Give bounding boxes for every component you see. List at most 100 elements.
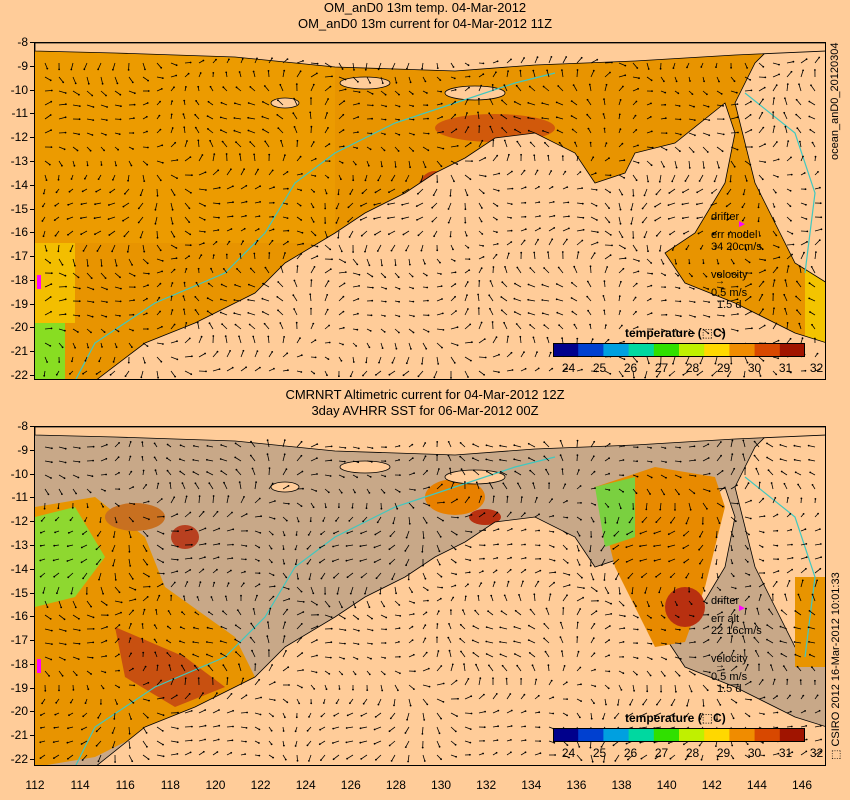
- bottom-lat-tick: -13: [2, 539, 34, 551]
- bottom-side-label: ⬚ CSIRO 2012 16-Mar-2012 10:01:33: [830, 572, 842, 760]
- bottom-title-line2: 3day AVHRR SST for 06-Mar-2012 00Z: [311, 403, 539, 418]
- top-map-canvas: [35, 43, 825, 379]
- lon-tick: 142: [701, 778, 722, 792]
- lon-tick: 140: [656, 778, 677, 792]
- lon-tick: 136: [566, 778, 587, 792]
- colorbar-swatch: [578, 728, 604, 742]
- bottom-colorbar-title: temperature (⬚C): [625, 711, 726, 725]
- bottom-err-values: 22 16cm/s: [711, 625, 762, 637]
- top-colorbar-ramp: [553, 343, 805, 357]
- colorbar-swatch: [779, 343, 805, 357]
- colorbar-tick: 26: [623, 746, 638, 760]
- top-map: drifter ► err model 34 20cm/s velocity →…: [34, 42, 826, 380]
- colorbar-tick: 27: [654, 746, 669, 760]
- bottom-lat-tick: -17: [2, 634, 34, 646]
- top-lat-tick: -21: [2, 345, 34, 357]
- top-lat-tick: -9: [2, 60, 34, 72]
- lon-tick: 138: [611, 778, 632, 792]
- bottom-lat-tick: -22: [2, 753, 34, 765]
- colorbar-tick: 26: [623, 361, 638, 375]
- colorbar-swatch: [553, 343, 579, 357]
- colorbar-swatch: [729, 343, 756, 357]
- bottom-drifter-icon: ►: [737, 603, 747, 614]
- bottom-legend: drifter ► err alt 22 16cm/s velocity → 0…: [711, 595, 762, 695]
- colorbar-tick: 32: [809, 746, 824, 760]
- colorbar-tick: 29: [716, 361, 731, 375]
- lon-tick: 146: [791, 778, 813, 792]
- top-lat-tick: -20: [2, 321, 34, 333]
- top-lat-tick: -14: [2, 179, 34, 191]
- top-err-label: err model: [711, 229, 758, 241]
- top-velocity-duration: 1.5 d: [717, 299, 742, 311]
- bottom-velocity-label: velocity: [711, 653, 748, 665]
- lon-tick: 134: [521, 778, 542, 792]
- bottom-title-line1: CMRNRT Altimetric current for 04-Mar-201…: [285, 387, 565, 402]
- lon-tick: 112: [25, 778, 45, 792]
- colorbar-tick: 32: [809, 361, 824, 375]
- top-lat-tick: -16: [2, 226, 34, 238]
- colorbar-swatch: [779, 728, 805, 742]
- colorbar-swatch: [679, 728, 705, 742]
- lon-tick: 128: [385, 778, 406, 792]
- lon-tick: 114: [70, 778, 90, 792]
- bottom-velocity-duration: 1.5 d: [717, 683, 742, 695]
- lon-tick: 122: [250, 778, 271, 792]
- top-colorbar: [553, 343, 805, 357]
- bottom-lat-tick: -11: [2, 491, 34, 503]
- bottom-err-label: err alt: [711, 613, 740, 625]
- top-title-line2: OM_anD0 13m current for 04-Mar-2012 11Z: [297, 16, 553, 31]
- top-velocity-arrow-icon: →: [715, 276, 725, 287]
- top-colorbar-ticks: 24 25 26 27 28 29 30 31 32: [553, 361, 825, 375]
- top-drifter-label: drifter: [711, 211, 740, 223]
- bottom-lat-tick: -20: [2, 705, 34, 717]
- bottom-current-vectors: [39, 439, 822, 763]
- bottom-lat-tick: -15: [2, 587, 34, 599]
- top-err-values: 34 20cm/s: [711, 241, 762, 253]
- colorbar-tick: 25: [592, 361, 607, 375]
- top-lat-tick: -17: [2, 250, 34, 262]
- top-velocity-speed: 0.5 m/s: [711, 287, 748, 299]
- colorbar-tick: 25: [592, 746, 607, 760]
- lon-tick: 118: [160, 778, 180, 792]
- lon-tick: 120: [205, 778, 226, 792]
- bottom-lat-tick: -10: [2, 468, 34, 480]
- top-lat-tick: -19: [2, 298, 34, 310]
- bottom-map: drifter ► err alt 22 16cm/s velocity → 0…: [34, 426, 826, 766]
- bottom-map-canvas: [35, 427, 825, 765]
- colorbar-swatch: [754, 728, 781, 742]
- colorbar-swatch: [704, 343, 730, 357]
- colorbar-tick: 31: [778, 361, 793, 375]
- colorbar-swatch: [628, 343, 655, 357]
- top-velocity-label: velocity: [711, 269, 748, 281]
- colorbar-swatch: [553, 728, 579, 742]
- top-lat-tick: -11: [2, 107, 34, 119]
- colorbar-swatch: [754, 343, 781, 357]
- lon-tick: 132: [476, 778, 497, 792]
- colorbar-swatch: [653, 343, 680, 357]
- top-title-line1: OM_anD0 13m temp. 04-Mar-2012: [323, 0, 527, 15]
- bottom-colorbar-ticks: 24 25 26 27 28 29 30 31 32: [553, 746, 825, 760]
- colorbar-tick: 30: [747, 361, 762, 375]
- lon-tick: 130: [431, 778, 452, 792]
- top-colorbar-title: temperature (⬚C): [625, 326, 726, 340]
- bottom-velocity-arrow-icon: →: [715, 660, 725, 671]
- top-legend: drifter ► err model 34 20cm/s velocity →…: [711, 211, 762, 311]
- lon-tick: 124: [295, 778, 316, 792]
- top-lat-tick: -18: [2, 274, 34, 286]
- bottom-lat-tick: -9: [2, 444, 34, 456]
- top-drifter-icon: ►: [737, 219, 747, 230]
- top-lat-tick: -10: [2, 84, 34, 96]
- colorbar-tick: 24: [561, 746, 576, 760]
- colorbar-tick: 30: [747, 746, 762, 760]
- colorbar-tick: 24: [561, 361, 576, 375]
- colorbar-swatch: [603, 728, 630, 742]
- colorbar-swatch: [628, 728, 655, 742]
- bottom-lat-tick: -16: [2, 610, 34, 622]
- bottom-lat-tick: -8: [2, 420, 34, 432]
- colorbar-tick: 28: [685, 361, 700, 375]
- colorbar-tick: 29: [716, 746, 731, 760]
- lon-tick: 144: [746, 778, 767, 792]
- top-lat-tick: -13: [2, 155, 34, 167]
- colorbar-swatch: [653, 728, 680, 742]
- colorbar-swatch: [679, 343, 705, 357]
